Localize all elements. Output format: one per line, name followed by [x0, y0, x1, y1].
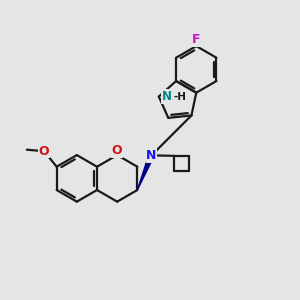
Text: O: O	[39, 145, 50, 158]
Text: F: F	[192, 33, 200, 46]
Text: N: N	[146, 149, 157, 162]
Text: -H: -H	[174, 92, 187, 102]
Polygon shape	[137, 154, 154, 190]
Text: O: O	[112, 144, 122, 157]
Text: N: N	[162, 90, 172, 103]
